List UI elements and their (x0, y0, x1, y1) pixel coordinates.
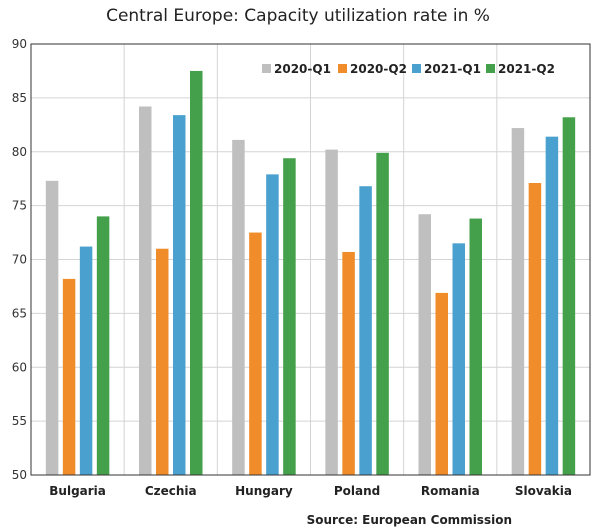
bar-2021-Q1-Bulgaria (79, 246, 93, 475)
category-label: Hungary (235, 484, 293, 498)
category-label: Slovakia (515, 484, 572, 498)
legend-label: 2020-Q1 (274, 62, 331, 76)
y-tick-label: 75 (12, 199, 27, 213)
legend-label: 2021-Q1 (424, 62, 481, 76)
bar-2021-Q1-Hungary (266, 174, 279, 475)
y-tick-label: 65 (12, 306, 27, 320)
category-labels: Bulgaria Czechia Hungary Poland Romania Slova… (49, 484, 572, 498)
bar-2020-Q2-Bulgaria (62, 278, 76, 475)
bar-2020-Q1-Hungary (232, 139, 245, 475)
category-label: Poland (334, 484, 380, 498)
y-tick-label: 60 (12, 360, 27, 374)
legend: 2020-Q1 2020-Q2 2021-Q1 2021-Q2 (262, 62, 555, 76)
bar-2020-Q1-Slovakia (511, 128, 525, 476)
bar-2020-Q1-Bulgaria (45, 180, 59, 475)
category-label: Czechia (145, 484, 197, 498)
category-label: Romania (421, 484, 480, 498)
legend-label: 2021-Q2 (498, 62, 555, 76)
bar-2021-Q2-Bulgaria (96, 216, 110, 475)
y-tick-label: 80 (12, 145, 27, 159)
y-tick-label: 70 (12, 253, 27, 267)
bar-2021-Q2-Slovakia (562, 117, 576, 476)
bar-2020-Q1-Poland (325, 149, 338, 475)
plot-frame (30, 43, 591, 476)
legend-swatch (338, 64, 347, 73)
bar-2020-Q2-Slovakia (528, 182, 542, 475)
y-tick-label: 50 (12, 468, 27, 482)
bar-2020-Q1-Czechia (139, 106, 152, 476)
bar-2021-Q1-Slovakia (545, 136, 559, 476)
bars (45, 70, 576, 476)
category-label: Bulgaria (49, 484, 106, 498)
gridlines (31, 44, 590, 475)
y-tick-label: 55 (12, 414, 27, 428)
chart-title: Central Europe: Capacity utilization rat… (106, 6, 490, 26)
legend-swatch (262, 64, 271, 73)
bar-2021-Q1-Czechia (173, 115, 186, 476)
y-axis-ticks: 50 55 60 65 70 75 80 85 90 (12, 37, 27, 482)
legend-label: 2020-Q2 (350, 62, 407, 76)
bar-2021-Q2-Poland (376, 152, 389, 475)
bar-2021-Q2-Czechia (190, 70, 203, 475)
bar-2020-Q2-Hungary (249, 232, 262, 475)
legend-swatch (486, 64, 495, 73)
bar-2021-Q1-Poland (359, 186, 372, 476)
y-tick-label: 85 (12, 91, 27, 105)
legend-swatch (412, 64, 421, 73)
bar-2020-Q2-Romania (435, 292, 448, 475)
bar-2021-Q2-Hungary (283, 158, 296, 475)
source-note: Source: European Commission (306, 513, 512, 527)
bar-2020-Q2-Czechia (156, 248, 169, 475)
bar-2021-Q1-Romania (452, 243, 465, 475)
y-tick-label: 90 (12, 37, 27, 51)
bar-2021-Q2-Romania (469, 218, 482, 475)
bar-2020-Q2-Poland (342, 251, 355, 475)
bar-2020-Q1-Romania (418, 214, 431, 475)
